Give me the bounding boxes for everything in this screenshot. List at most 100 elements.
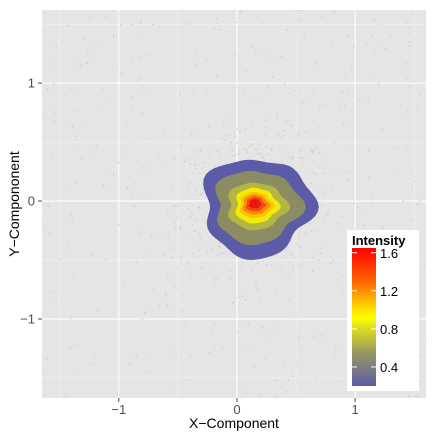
scatter-point: [246, 151, 249, 154]
scatter-point: [229, 149, 232, 151]
scatter-point: [164, 294, 166, 297]
scatter-point: [247, 324, 250, 326]
scatter-point: [104, 15, 107, 18]
scatter-point: [259, 393, 261, 396]
scatter-point: [90, 254, 93, 257]
scatter-point: [206, 148, 209, 151]
scatter-point: [265, 126, 267, 128]
scatter-point: [322, 172, 325, 174]
scatter-point: [195, 167, 197, 170]
legend-ticks: 0.4 0.8 1.2 1.6: [352, 246, 398, 375]
scatter-point: [179, 255, 182, 258]
scatter-point: [301, 161, 304, 164]
scatter-point: [340, 98, 343, 101]
scatter-point: [126, 188, 129, 190]
scatter-point: [280, 56, 283, 58]
scatter-point: [286, 28, 289, 31]
scatter-point: [374, 19, 376, 22]
x-axis: −1 0 1: [111, 398, 359, 417]
scatter-point: [351, 146, 354, 149]
scatter-point: [213, 322, 216, 325]
scatter-point: [312, 150, 315, 152]
scatter-point: [405, 146, 408, 148]
scatter-point: [128, 363, 130, 365]
scatter-point: [205, 26, 207, 28]
scatter-point: [185, 157, 188, 160]
scatter-point: [196, 244, 199, 247]
scatter-point: [367, 100, 370, 103]
scatter-point: [226, 162, 228, 164]
scatter-point: [276, 290, 278, 293]
scatter-point: [145, 249, 147, 251]
scatter-point: [70, 87, 73, 90]
scatter-point: [63, 395, 66, 398]
scatter-point: [219, 252, 221, 255]
scatter-point: [199, 193, 201, 196]
scatter-point: [296, 362, 299, 364]
scatter-point: [265, 146, 268, 148]
scatter-point: [232, 301, 235, 303]
scatter-point: [319, 252, 322, 254]
scatter-point: [285, 120, 288, 123]
scatter-point: [304, 183, 307, 185]
scatter-point: [326, 214, 328, 216]
scatter-point: [53, 113, 56, 115]
scatter-point: [131, 60, 134, 62]
scatter-point: [343, 104, 346, 107]
scatter-point: [335, 173, 337, 176]
scatter-point: [268, 334, 271, 337]
scatter-point: [341, 346, 343, 349]
scatter-point: [138, 231, 141, 234]
scatter-point: [263, 159, 266, 161]
scatter-point: [220, 246, 222, 248]
scatter-point: [228, 30, 231, 32]
scatter-point: [316, 147, 318, 150]
scatter-point: [353, 202, 355, 205]
scatter-point: [333, 11, 336, 13]
scatter-point: [152, 23, 154, 26]
scatter-point: [195, 194, 198, 196]
scatter-point: [71, 221, 74, 223]
scatter-point: [43, 227, 46, 230]
scatter-point: [417, 105, 419, 107]
scatter-point: [240, 268, 243, 271]
scatter-point: [332, 259, 335, 261]
scatter-point: [76, 109, 78, 112]
scatter-point: [141, 112, 144, 114]
scatter-point: [194, 230, 197, 233]
scatter-point: [120, 72, 122, 75]
scatter-point: [317, 152, 320, 154]
scatter-point: [149, 197, 151, 200]
scatter-point: [140, 19, 142, 22]
scatter-point: [336, 222, 339, 225]
scatter-point: [92, 362, 94, 365]
scatter-point: [197, 232, 200, 234]
scatter-point: [95, 41, 97, 43]
scatter-point: [182, 237, 185, 239]
scatter-point: [210, 247, 212, 250]
scatter-point: [76, 59, 78, 62]
scatter-point: [258, 151, 261, 154]
scatter-point: [195, 49, 197, 51]
scatter-point: [47, 205, 50, 207]
scatter-point: [130, 196, 132, 198]
scatter-point: [408, 44, 411, 47]
scatter-point: [169, 385, 172, 388]
scatter-point: [130, 105, 133, 108]
scatter-point: [133, 183, 136, 185]
scatter-point: [290, 125, 293, 127]
scatter-point: [166, 304, 169, 306]
scatter-point: [296, 243, 298, 245]
scatter-point: [229, 159, 231, 161]
scatter-point: [281, 161, 284, 163]
scatter-point: [416, 395, 419, 398]
scatter-point: [318, 127, 320, 129]
scatter-point: [193, 255, 195, 258]
scatter-point: [289, 276, 291, 278]
scatter-point: [72, 273, 75, 275]
scatter-point: [297, 170, 299, 173]
scatter-point: [112, 35, 115, 37]
scatter-point: [315, 173, 317, 175]
scatter-point: [414, 180, 416, 183]
scatter-point: [139, 22, 142, 24]
